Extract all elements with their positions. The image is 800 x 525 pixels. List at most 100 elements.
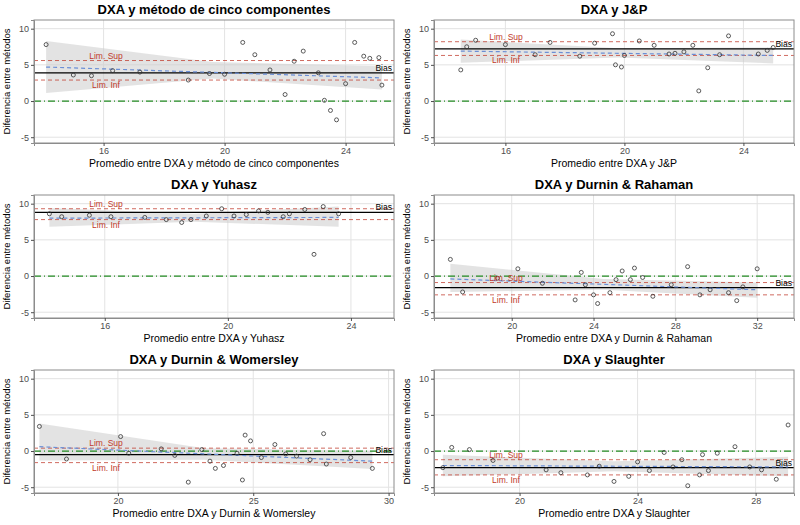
tick: 5 bbox=[424, 410, 434, 420]
tick: 24 bbox=[739, 143, 749, 156]
tick: 28 bbox=[751, 493, 761, 506]
data-point bbox=[579, 270, 583, 274]
data-point bbox=[324, 462, 328, 466]
tick-label: 5 bbox=[424, 235, 429, 245]
tick-label: 16 bbox=[501, 146, 511, 156]
data-point bbox=[516, 267, 520, 271]
tick-label: -5 bbox=[21, 483, 29, 493]
data-point bbox=[748, 465, 752, 469]
tick: 24 bbox=[341, 143, 351, 156]
reference-label: Bias bbox=[375, 63, 392, 73]
tick-label: 20 bbox=[113, 496, 123, 506]
reference-line bbox=[34, 448, 394, 449]
y-axis-title: Diferencia entre métodos bbox=[401, 378, 412, 484]
x-axis: 202530 bbox=[35, 493, 395, 506]
data-point bbox=[573, 298, 577, 302]
tick: 16 bbox=[501, 143, 511, 156]
reference-line bbox=[434, 282, 794, 283]
tick-mark bbox=[431, 415, 434, 416]
tick: 20 bbox=[515, 493, 525, 506]
tick: 10 bbox=[19, 24, 34, 34]
grid-line bbox=[34, 312, 394, 313]
tick: 10 bbox=[419, 24, 434, 34]
data-point bbox=[312, 252, 316, 256]
reference-label: Lim. Sup bbox=[489, 32, 523, 42]
tick-label: 20 bbox=[223, 321, 233, 331]
data-point bbox=[335, 118, 339, 122]
tick-label: 28 bbox=[671, 321, 681, 331]
data-point bbox=[337, 212, 341, 216]
tick-label: 10 bbox=[419, 374, 429, 384]
reference-line bbox=[34, 454, 394, 455]
data-point bbox=[697, 89, 701, 93]
data-point bbox=[180, 220, 184, 224]
data-point bbox=[221, 464, 225, 468]
data-point bbox=[698, 473, 702, 477]
data-point bbox=[701, 453, 705, 457]
data-point bbox=[673, 51, 677, 55]
tick-label: 24 bbox=[589, 321, 599, 331]
confidence-band bbox=[46, 41, 382, 93]
data-point bbox=[344, 82, 348, 86]
data-point bbox=[186, 480, 190, 484]
tick-mark bbox=[31, 240, 34, 241]
data-point bbox=[718, 53, 722, 57]
data-point bbox=[715, 451, 719, 455]
data-point bbox=[698, 293, 702, 297]
data-point bbox=[322, 432, 326, 436]
zero-line bbox=[34, 275, 394, 276]
tick: 32 bbox=[753, 318, 763, 331]
tick-mark bbox=[31, 312, 34, 313]
tick-mark bbox=[31, 137, 34, 138]
tick: 20 bbox=[223, 318, 233, 331]
data-point bbox=[669, 283, 673, 287]
data-point bbox=[164, 218, 168, 222]
data-point bbox=[611, 32, 615, 36]
tick: -5 bbox=[21, 308, 34, 318]
data-point bbox=[127, 451, 131, 455]
tick-label: 0 bbox=[424, 271, 429, 281]
tick-mark bbox=[431, 137, 434, 138]
tick: -5 bbox=[21, 483, 34, 493]
reference-label: Lim. Sup bbox=[89, 51, 123, 61]
data-point bbox=[647, 469, 651, 473]
data-point bbox=[283, 93, 287, 97]
trend-line bbox=[46, 67, 382, 78]
plot-frame bbox=[434, 20, 794, 143]
tick-label: 32 bbox=[753, 321, 763, 331]
x-axis: 202428 bbox=[435, 493, 795, 506]
tick: -5 bbox=[421, 133, 434, 143]
reference-line bbox=[34, 208, 394, 209]
tick-mark bbox=[431, 312, 434, 313]
reference-label: Lim. Inf bbox=[92, 80, 121, 90]
tick-label: 5 bbox=[424, 60, 429, 70]
reference-line bbox=[434, 41, 794, 42]
axis-line bbox=[31, 196, 35, 319]
tick-label: 20 bbox=[620, 146, 630, 156]
tick: 20 bbox=[507, 318, 517, 331]
tick-label: 24 bbox=[346, 321, 356, 331]
data-point bbox=[281, 215, 285, 219]
data-point bbox=[173, 453, 177, 457]
data-point bbox=[241, 40, 245, 44]
x-axis: 16 20 24 bbox=[435, 143, 795, 156]
plot-area bbox=[34, 424, 394, 485]
data-point bbox=[87, 213, 91, 217]
plot-background bbox=[34, 20, 394, 143]
x-axis-title: Promedio entre DXA y Durnin & Womersley bbox=[113, 507, 317, 519]
axis-line bbox=[431, 21, 435, 144]
chart-title: DXA y Slaughter bbox=[563, 352, 664, 367]
plot-background bbox=[434, 20, 794, 143]
tick: 24 bbox=[346, 318, 356, 331]
grid-line bbox=[434, 378, 794, 379]
data-point bbox=[377, 56, 381, 60]
tick: 5 bbox=[24, 235, 34, 245]
data-point bbox=[370, 466, 374, 470]
y-axis-title: Diferencia entre métodos bbox=[1, 203, 12, 309]
data-point bbox=[671, 465, 675, 469]
reference-line bbox=[34, 219, 394, 220]
tick: 24 bbox=[589, 318, 599, 331]
x-axis-title: Promedio entre DXA y Durnin & Rahaman bbox=[516, 332, 712, 344]
data-point bbox=[380, 83, 384, 87]
grid-line bbox=[434, 487, 794, 488]
